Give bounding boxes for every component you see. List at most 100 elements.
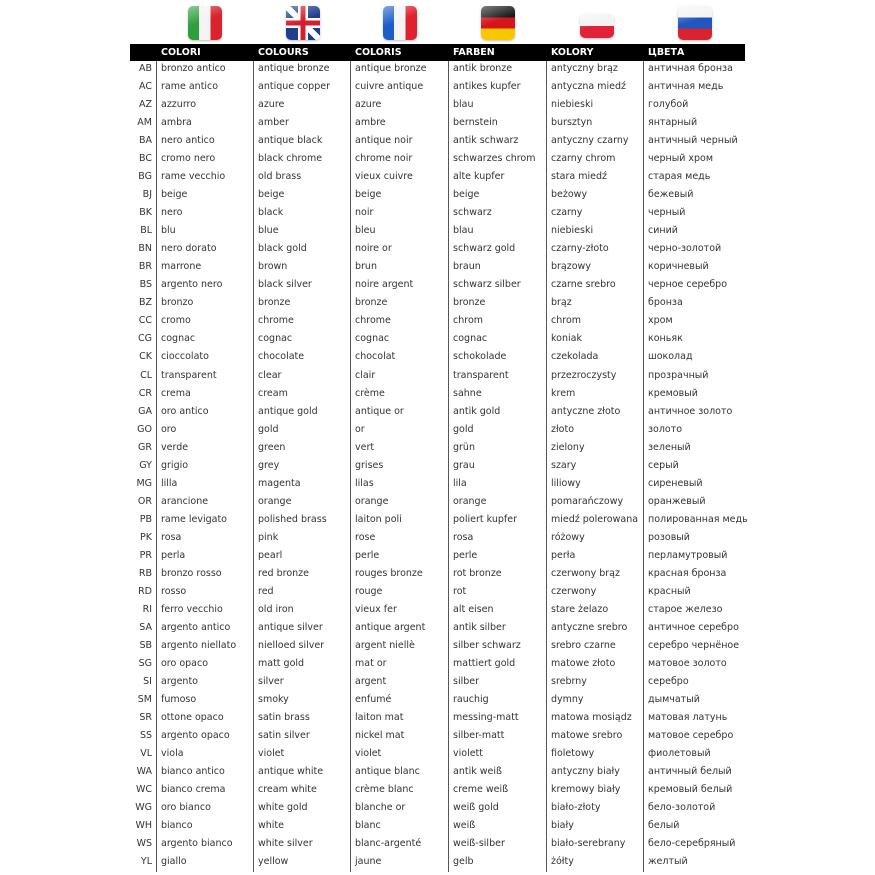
color-code: BS xyxy=(139,279,152,291)
color-name: хром xyxy=(648,315,673,327)
color-name: red xyxy=(258,585,274,597)
color-code: BL xyxy=(140,225,152,237)
color-name: blau xyxy=(453,225,474,237)
color-name: argent niellè xyxy=(355,639,415,651)
color-name: красный xyxy=(648,585,691,597)
color-name: jaune xyxy=(355,856,382,868)
color-name: chrom xyxy=(551,315,582,327)
table-row: BS argento nero black silver noire argent sc… xyxy=(130,276,745,294)
color-name: weiß gold xyxy=(453,802,499,814)
color-code: VL xyxy=(140,748,152,760)
color-name: czerwony brąz xyxy=(551,567,620,579)
table-row: SA argento antico antique silver antique ar… xyxy=(130,619,745,637)
color-name: cognac xyxy=(258,333,293,345)
color-name: antyczny brąz xyxy=(551,63,618,74)
color-name: черное серебро xyxy=(648,279,728,291)
column-divider xyxy=(546,61,547,872)
color-name: коньяк xyxy=(648,333,683,345)
color-name: rosa xyxy=(161,531,182,543)
germany-flag xyxy=(481,6,515,40)
color-name: dymny xyxy=(551,694,584,706)
color-name: marrone xyxy=(161,261,202,273)
color-name: azure xyxy=(355,99,382,111)
color-name: antik schwarz xyxy=(453,135,519,147)
color-name: silber schwarz xyxy=(453,639,521,651)
color-name: gelb xyxy=(453,856,474,868)
color-name: schwarz xyxy=(453,207,492,219)
color-name: azzurro xyxy=(161,99,197,111)
color-name: transparent xyxy=(453,369,509,381)
color-name: cognac xyxy=(161,333,196,345)
color-name: cream white xyxy=(258,784,317,796)
color-name: enfumé xyxy=(355,694,392,706)
color-code: WC xyxy=(135,784,152,796)
color-name: синий xyxy=(648,225,678,237)
color-name: biało-złoty xyxy=(551,802,601,814)
column-divider xyxy=(448,61,449,872)
color-name: noir xyxy=(355,207,374,219)
color-code: BZ xyxy=(138,297,152,309)
color-name: кремовый белый xyxy=(648,784,733,796)
color-name: bernstein xyxy=(453,117,498,129)
color-name: srebro czarne xyxy=(551,639,616,651)
table-row: BG rame vecchio old brass vieux cuivre alte … xyxy=(130,168,745,186)
color-name: vieux cuivre xyxy=(355,171,413,183)
column-divider xyxy=(156,61,157,872)
color-code: SB xyxy=(139,639,152,651)
color-name: biało-serebrany xyxy=(551,838,626,850)
table-row: VL viola violet violet violett fioletowy фиоле… xyxy=(130,745,745,763)
table-header: COLORI COLOURS COLORIS FARBEN KOLORY ЦВЕТА xyxy=(130,44,745,61)
color-name: rot xyxy=(453,585,467,597)
color-name: laiton poli xyxy=(355,513,402,525)
color-name: cognac xyxy=(355,333,390,345)
color-code: SG xyxy=(138,657,152,669)
table-row: CR crema cream crème sahne krem кремовый xyxy=(130,385,745,403)
color-name: clear xyxy=(258,369,282,381)
color-name: miedź polerowana xyxy=(551,513,639,525)
table-row: RI ferro vecchio old iron vieux fer alt eise… xyxy=(130,601,745,619)
color-name: античное золото xyxy=(648,405,733,417)
color-name: nickel mat xyxy=(355,730,405,742)
table-row: BR marrone brown brun braun brązowy коричневый xyxy=(130,258,745,276)
color-name: gold xyxy=(453,423,474,435)
color-name: schwarzes chrom xyxy=(453,153,536,165)
color-name: czarne srebro xyxy=(551,279,616,291)
color-name: antique bronze xyxy=(355,63,427,74)
table-row: PR perla pearl perle perle perła перламутровый xyxy=(130,547,745,565)
color-name: серебро чернёное xyxy=(648,639,740,651)
column-header: COLORIS xyxy=(355,47,402,58)
color-name: beige xyxy=(453,189,480,201)
color-name: chrome xyxy=(355,315,391,327)
color-name: rauchig xyxy=(453,694,489,706)
color-name: schokolade xyxy=(453,351,507,363)
color-name: черный xyxy=(648,207,686,219)
color-name: chrome xyxy=(258,315,294,327)
color-name: szary xyxy=(551,459,577,471)
color-name: grau xyxy=(453,459,475,471)
color-name: antyczne srebro xyxy=(551,621,628,633)
color-name: rosso xyxy=(161,585,187,597)
color-name: antyczny biały xyxy=(551,766,620,778)
color-name: niebieski xyxy=(551,99,594,111)
column-header: FARBEN xyxy=(453,47,495,58)
color-name: bronze xyxy=(355,297,388,309)
color-name: chocolat xyxy=(355,351,396,363)
color-name: antique gold xyxy=(258,405,318,417)
color-name: nielloed silver xyxy=(258,639,325,651)
color-name: серый xyxy=(648,459,679,471)
color-name: antique or xyxy=(355,405,404,417)
color-name: złoto xyxy=(551,423,575,435)
color-name: perla xyxy=(161,549,186,561)
table-row: GR verde green vert grün zielony зеленый xyxy=(130,439,745,457)
color-name: orange xyxy=(453,495,487,507)
color-code: AB xyxy=(138,63,152,74)
table-row: AC rame antico antique copper cuivre antiqu… xyxy=(130,78,745,96)
color-name: różowy xyxy=(551,531,585,543)
column-divider xyxy=(643,61,644,872)
color-name: alte kupfer xyxy=(453,171,505,183)
color-name: pearl xyxy=(258,549,283,561)
italy-flag xyxy=(188,6,222,40)
color-name: перламутровый xyxy=(648,549,728,561)
color-name: matt gold xyxy=(258,657,305,669)
color-name: fioletowy xyxy=(551,748,595,760)
